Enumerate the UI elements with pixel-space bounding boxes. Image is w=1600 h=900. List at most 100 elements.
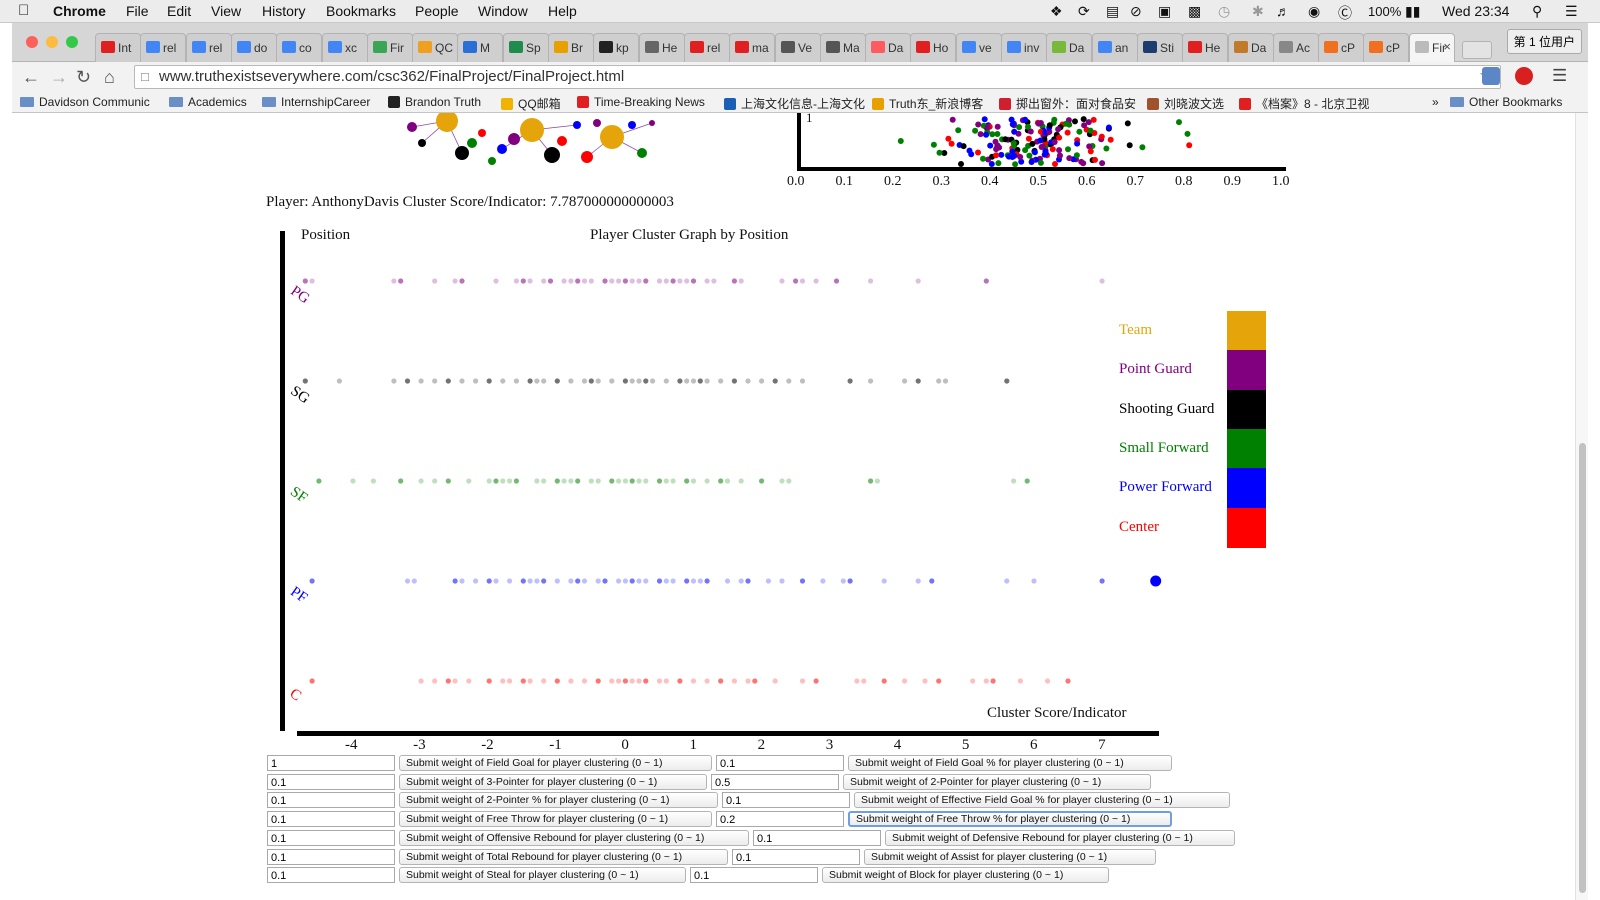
menu-history[interactable]: History xyxy=(262,3,306,19)
point-sg[interactable] xyxy=(915,378,921,384)
point-sf[interactable] xyxy=(786,478,792,484)
bookmark-item[interactable]: 上海文化信息-上海文化 xyxy=(724,95,865,112)
point-pf[interactable] xyxy=(622,578,629,584)
time-machine-icon[interactable]: ◷ xyxy=(1218,3,1231,19)
point-sg[interactable] xyxy=(513,378,519,384)
submit-weight-button[interactable]: Submit weight of Free Throw % for player… xyxy=(848,811,1172,827)
point-sg[interactable] xyxy=(847,378,853,384)
point-sg[interactable] xyxy=(541,378,547,384)
point-sg[interactable] xyxy=(772,378,778,384)
volume-icon[interactable]: ♬ xyxy=(1276,3,1290,19)
point-c[interactable] xyxy=(636,678,642,684)
point-pf[interactable] xyxy=(473,578,479,584)
menu-help[interactable]: Help xyxy=(548,3,577,19)
point-pg[interactable] xyxy=(493,278,499,284)
bookmark-item[interactable]: Time-Breaking News xyxy=(577,95,705,109)
point-c[interactable] xyxy=(520,678,526,684)
point-c[interactable] xyxy=(418,678,424,684)
point-sf[interactable] xyxy=(350,478,356,484)
dropbox-icon[interactable]: ❖ xyxy=(1050,3,1063,19)
highlighted-player-point[interactable] xyxy=(1150,575,1162,587)
point-c[interactable] xyxy=(452,678,458,684)
point-sg[interactable] xyxy=(486,378,492,384)
point-sf[interactable] xyxy=(779,478,785,484)
point-pf[interactable] xyxy=(915,578,921,584)
point-pf[interactable] xyxy=(602,578,608,584)
point-pg[interactable] xyxy=(684,278,690,284)
point-sf[interactable] xyxy=(629,478,635,484)
point-sf[interactable] xyxy=(670,478,676,484)
point-c[interactable] xyxy=(656,678,663,684)
point-sf[interactable] xyxy=(486,478,492,484)
point-pg[interactable] xyxy=(731,278,738,284)
browser-tab[interactable]: an xyxy=(1092,33,1138,62)
point-sf[interactable] xyxy=(643,478,649,484)
point-sf[interactable] xyxy=(724,478,731,484)
point-sg[interactable] xyxy=(942,378,949,384)
browser-tab[interactable]: cP xyxy=(1318,33,1364,62)
forward-icon[interactable]: → xyxy=(50,67,68,87)
point-sf[interactable] xyxy=(616,478,622,484)
browser-tab[interactable]: rel xyxy=(684,33,730,62)
point-sf[interactable] xyxy=(513,478,519,484)
point-pg[interactable] xyxy=(1099,278,1105,284)
browser-tab[interactable]: Br xyxy=(548,33,594,62)
point-pf[interactable] xyxy=(847,578,853,584)
point-sg[interactable] xyxy=(902,378,908,384)
point-c[interactable] xyxy=(1065,678,1071,684)
point-pg[interactable] xyxy=(609,278,615,284)
point-c[interactable] xyxy=(990,678,996,684)
point-c[interactable] xyxy=(581,678,588,684)
point-c[interactable] xyxy=(309,678,315,684)
point-sf[interactable] xyxy=(636,478,642,484)
back-icon[interactable]: ← xyxy=(22,67,40,87)
point-pg[interactable] xyxy=(711,278,717,284)
point-c[interactable] xyxy=(1017,678,1024,684)
browser-tab[interactable]: co xyxy=(276,33,322,62)
point-sg[interactable] xyxy=(650,378,656,384)
point-c[interactable] xyxy=(881,678,887,684)
browser-tab[interactable]: Da xyxy=(865,33,911,62)
point-pg[interactable] xyxy=(581,278,588,284)
browser-tab[interactable]: Fir xyxy=(367,33,413,62)
point-pf[interactable] xyxy=(765,578,772,584)
point-pf[interactable] xyxy=(704,578,710,584)
point-c[interactable] xyxy=(936,678,942,684)
point-pf[interactable] xyxy=(404,578,411,584)
weight-input[interactable]: 0.1 xyxy=(267,811,395,827)
point-sf[interactable] xyxy=(500,478,506,484)
chrome-menu-icon[interactable]: ☰ xyxy=(1552,66,1568,85)
browser-tab[interactable]: Sti xyxy=(1137,33,1183,62)
point-sf[interactable] xyxy=(445,478,451,484)
clock[interactable]: Wed 23:34 xyxy=(1442,3,1510,19)
point-sg[interactable] xyxy=(302,378,308,384)
point-sg[interactable] xyxy=(336,378,342,384)
point-sf[interactable] xyxy=(684,478,690,484)
point-c[interactable] xyxy=(609,678,615,684)
point-c[interactable] xyxy=(772,678,778,684)
point-sg[interactable] xyxy=(622,378,629,384)
point-sg[interactable] xyxy=(1004,378,1010,384)
browser-tab[interactable]: Ma xyxy=(820,33,866,62)
weight-input[interactable]: 0.1 xyxy=(716,755,844,771)
point-sf[interactable] xyxy=(466,478,472,484)
airplay-icon[interactable]: ▣ xyxy=(1158,3,1172,19)
submit-weight-button[interactable]: Submit weight of Defensive Rebound for p… xyxy=(885,830,1235,846)
point-pg[interactable] xyxy=(779,278,785,284)
point-pg[interactable] xyxy=(575,278,581,284)
more-bookmarks-chevron[interactable]: » xyxy=(1432,95,1439,109)
home-icon[interactable]: ⌂ xyxy=(104,67,115,87)
point-pg[interactable] xyxy=(670,278,676,284)
point-pf[interactable] xyxy=(690,578,697,584)
browser-tab[interactable]: rel xyxy=(186,33,232,62)
other-bookmarks[interactable]: Other Bookmarks xyxy=(1450,95,1562,109)
point-pf[interactable] xyxy=(575,578,581,584)
point-sg[interactable] xyxy=(391,378,397,384)
point-c[interactable] xyxy=(595,678,601,684)
keyboard-icon[interactable]: ▩ xyxy=(1188,3,1202,19)
point-sg[interactable] xyxy=(595,378,601,384)
point-sg[interactable] xyxy=(554,378,560,384)
point-pg[interactable] xyxy=(391,278,397,284)
point-c[interactable] xyxy=(554,678,560,684)
browser-tab[interactable]: M xyxy=(457,33,503,62)
